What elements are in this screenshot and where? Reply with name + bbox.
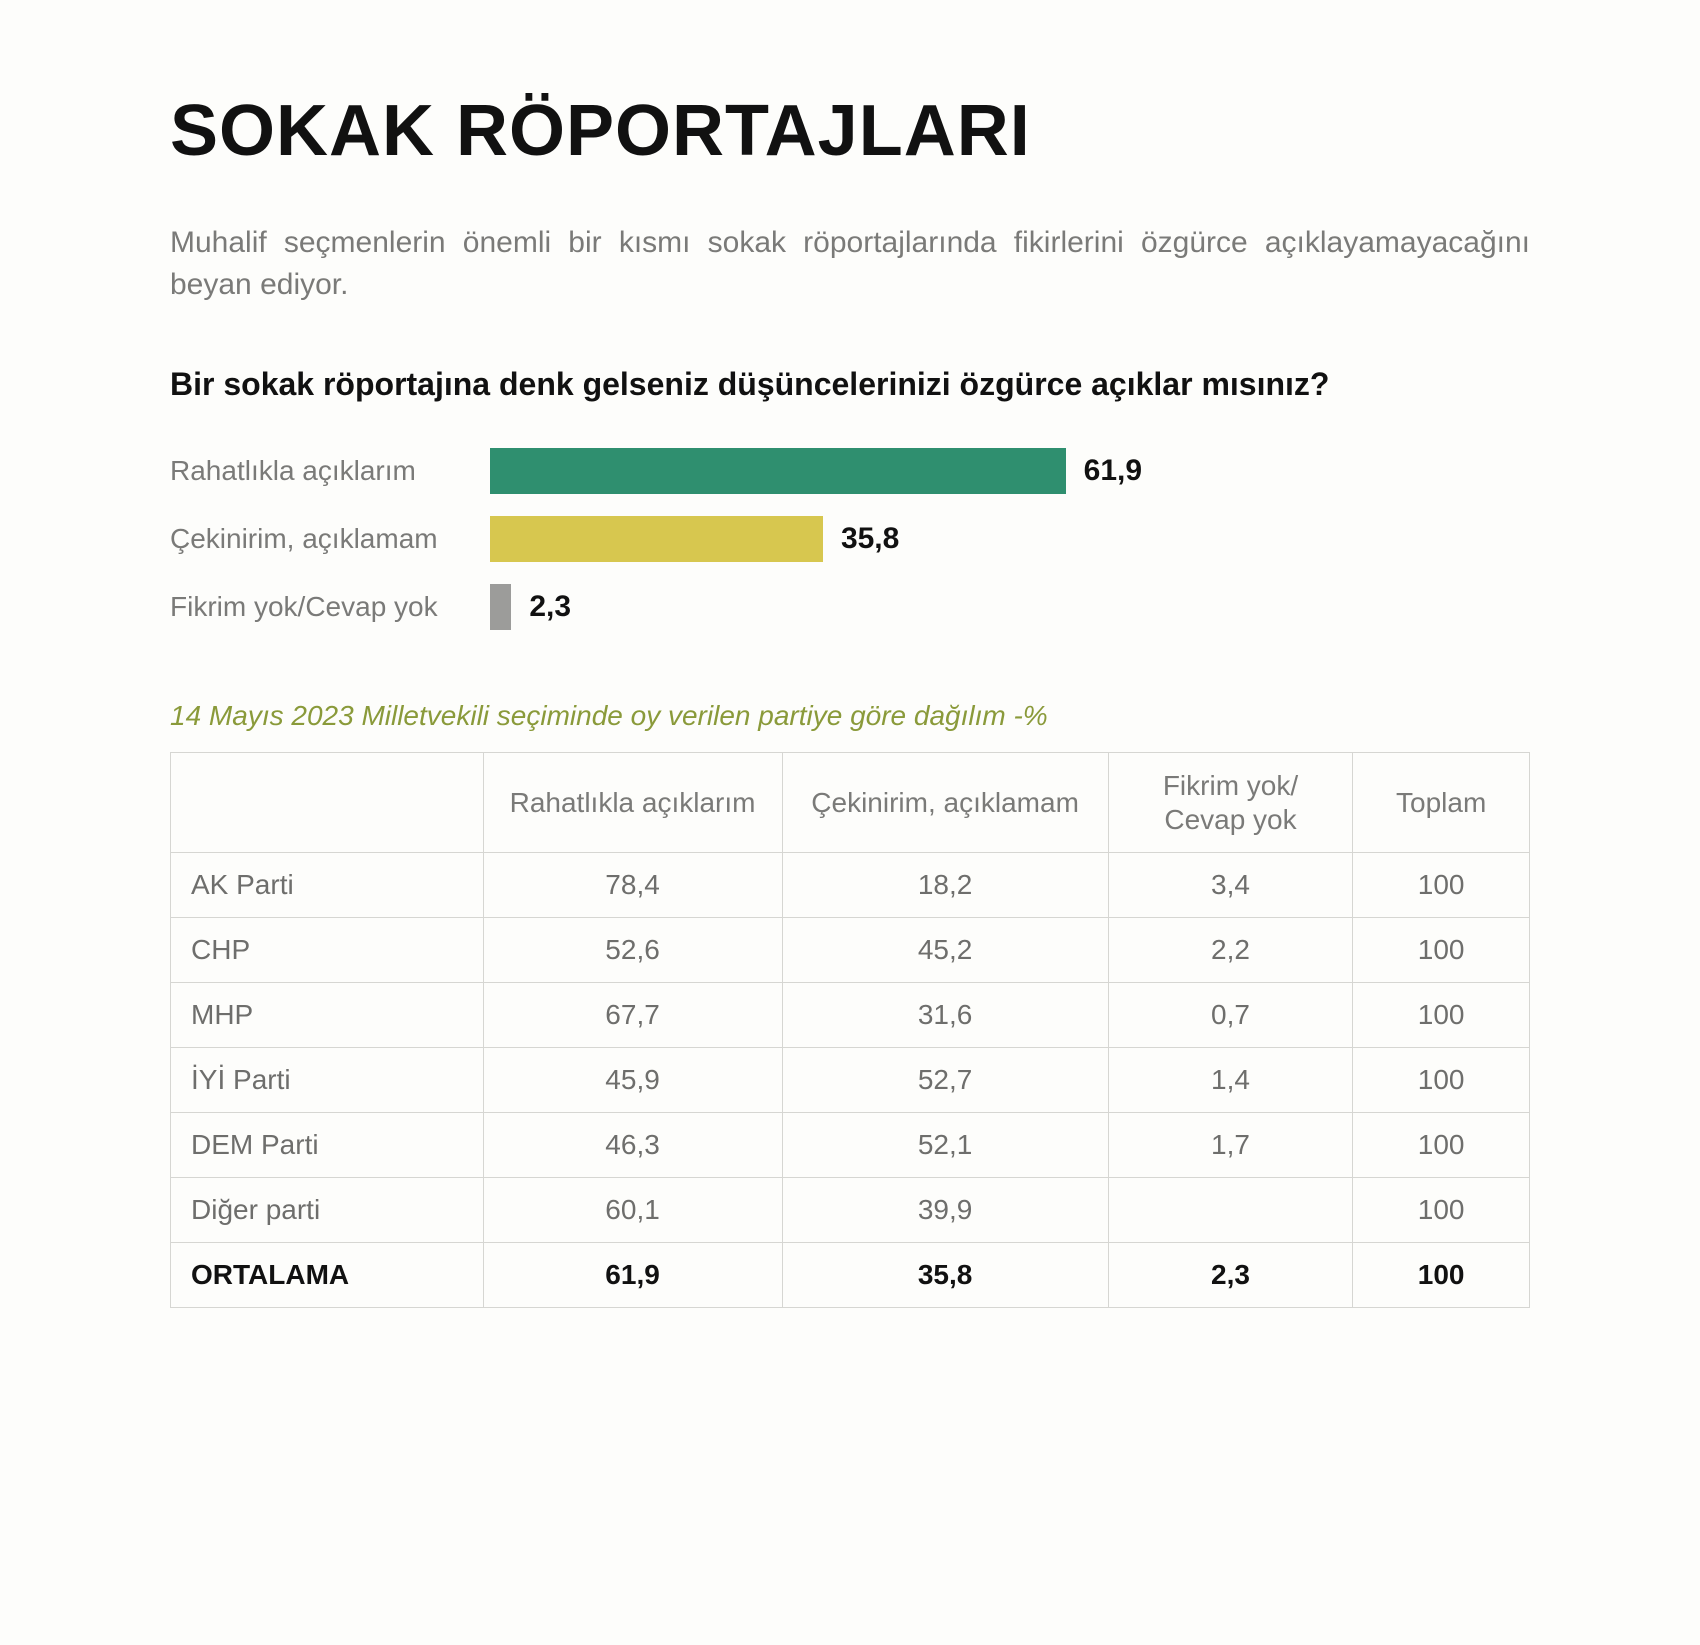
table-cell: 78,4 (483, 853, 782, 918)
table-cell: 100 (1353, 1048, 1530, 1113)
table-header: Çekinirim, açıklamam (782, 753, 1108, 853)
chart-bar (490, 448, 1066, 494)
table-cell: CHP (171, 918, 484, 983)
table-cell: 60,1 (483, 1178, 782, 1243)
page-title: SOKAK RÖPORTAJLARI (170, 90, 1530, 172)
table-row: MHP67,731,60,7100 (171, 983, 1530, 1048)
chart-bar (490, 516, 823, 562)
table-header (171, 753, 484, 853)
table-header: Toplam (1353, 753, 1530, 853)
table-cell: 100 (1353, 853, 1530, 918)
chart-bar-label: Çekinirim, açıklamam (170, 523, 490, 555)
table-cell: 52,1 (782, 1113, 1108, 1178)
table-row-average: ORTALAMA61,935,82,3100 (171, 1243, 1530, 1308)
table-row: DEM Parti46,352,11,7100 (171, 1113, 1530, 1178)
table-cell: 52,6 (483, 918, 782, 983)
table-cell: DEM Parti (171, 1113, 484, 1178)
table-cell: 39,9 (782, 1178, 1108, 1243)
table-cell: 35,8 (782, 1243, 1108, 1308)
table-cell: 3,4 (1108, 853, 1353, 918)
table-cell: İYİ Parti (171, 1048, 484, 1113)
table-row: AK Parti78,418,23,4100 (171, 853, 1530, 918)
table-cell: 2,2 (1108, 918, 1353, 983)
chart-track: 2,3 (490, 584, 1420, 630)
table-cell: 61,9 (483, 1243, 782, 1308)
intro-text: Muhalif seçmenlerin önemli bir kısmı sok… (170, 222, 1530, 306)
table-cell: AK Parti (171, 853, 484, 918)
question-text: Bir sokak röportajına denk gelseniz düşü… (170, 366, 1530, 403)
chart-bar (490, 584, 511, 630)
table-cell: 1,7 (1108, 1113, 1353, 1178)
table-cell: 100 (1353, 918, 1530, 983)
table-cell: 45,9 (483, 1048, 782, 1113)
table-header: Rahatlıkla açıklarım (483, 753, 782, 853)
table-cell: Diğer parti (171, 1178, 484, 1243)
table-cell: 52,7 (782, 1048, 1108, 1113)
bar-chart: Rahatlıkla açıklarım 61,9 Çekinirim, açıkl… (170, 448, 1530, 630)
table-cell: 18,2 (782, 853, 1108, 918)
chart-track: 35,8 (490, 516, 1420, 562)
table-header: Fikrim yok/Cevap yok (1108, 753, 1353, 853)
chart-bar-value: 35,8 (841, 522, 899, 556)
table-cell: 31,6 (782, 983, 1108, 1048)
breakdown-table: Rahatlıkla açıklarımÇekinirim, açıklamam… (170, 752, 1530, 1308)
table-cell (1108, 1178, 1353, 1243)
chart-bar-value: 61,9 (1084, 454, 1142, 488)
chart-row: Fikrim yok/Cevap yok 2,3 (170, 584, 1530, 630)
table-caption: 14 Mayıs 2023 Milletvekili seçiminde oy … (170, 700, 1530, 732)
table-cell: 1,4 (1108, 1048, 1353, 1113)
chart-bar-value: 2,3 (529, 590, 571, 624)
table-cell: 0,7 (1108, 983, 1353, 1048)
chart-bar-label: Rahatlıkla açıklarım (170, 455, 490, 487)
chart-row: Çekinirim, açıklamam 35,8 (170, 516, 1530, 562)
table-cell: 46,3 (483, 1113, 782, 1178)
table-cell: 100 (1353, 1178, 1530, 1243)
chart-row: Rahatlıkla açıklarım 61,9 (170, 448, 1530, 494)
table-cell: ORTALAMA (171, 1243, 484, 1308)
table-row: Diğer parti60,139,9 100 (171, 1178, 1530, 1243)
table-cell: 67,7 (483, 983, 782, 1048)
table-cell: 45,2 (782, 918, 1108, 983)
chart-track: 61,9 (490, 448, 1420, 494)
table-cell: 2,3 (1108, 1243, 1353, 1308)
table-cell: 100 (1353, 1243, 1530, 1308)
table-cell: 100 (1353, 1113, 1530, 1178)
chart-bar-label: Fikrim yok/Cevap yok (170, 591, 490, 623)
table-cell: MHP (171, 983, 484, 1048)
table-row: İYİ Parti45,952,71,4100 (171, 1048, 1530, 1113)
table-row: CHP52,645,22,2100 (171, 918, 1530, 983)
table-cell: 100 (1353, 983, 1530, 1048)
